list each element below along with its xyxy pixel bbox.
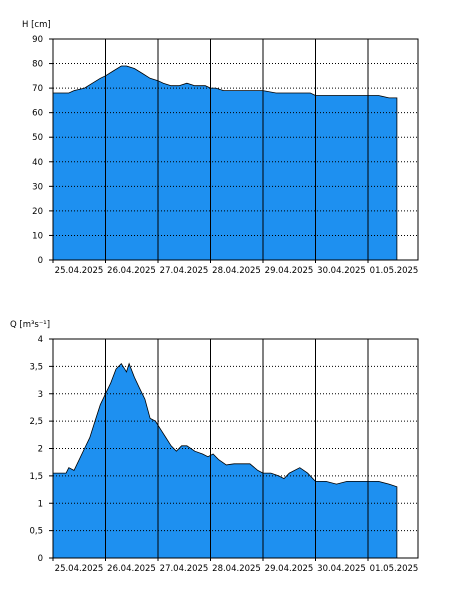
x-tick-label: 28.04.2025: [212, 266, 261, 276]
y-tick-label: 20: [32, 207, 43, 217]
plot-frame: [52, 338, 419, 559]
series-area-1: [52, 362, 398, 559]
x-tick-label: 27.04.2025: [160, 564, 209, 574]
x-tick-label: 27.04.2025: [160, 266, 209, 276]
y-tick-label: 0,5: [29, 527, 43, 537]
chart-panel-1: H [cm] 0 10 20 30 40 50 60 70 80 90 25.04.2025 26.04…: [22, 20, 419, 276]
y-tick-label: 1: [38, 499, 43, 509]
y-axis-label: Q [m³s⁻¹]: [10, 320, 50, 330]
series-area-1: [52, 65, 398, 261]
y-tick-label: 3,5: [29, 362, 43, 372]
plot-frame: [52, 38, 419, 261]
y-tick-label: 2: [38, 445, 43, 455]
y-tick-label: 4: [38, 335, 43, 345]
x-tick-label: 29.04.2025: [265, 564, 314, 574]
x-tick-label: 30.04.2025: [317, 564, 366, 574]
y-tick-label: 40: [32, 158, 43, 168]
x-tick-label: 29.04.2025: [265, 266, 314, 276]
y-tick-label: 90: [32, 35, 43, 45]
y-tick-label: 0: [38, 554, 43, 564]
x-tick-label: 01.05.2025: [370, 266, 419, 276]
x-tick-label: 26.04.2025: [107, 564, 156, 574]
y-tick-label: 1,5: [29, 472, 43, 482]
y-tick-label: 3: [38, 390, 43, 400]
x-tick-label: 30.04.2025: [317, 266, 366, 276]
y-tick-label: 30: [32, 182, 43, 192]
y-tick-label: 80: [32, 60, 43, 70]
y-tick-label: 0: [38, 256, 43, 266]
x-tick-label: 25.04.2025: [55, 564, 104, 574]
y-axis-label: H [cm]: [22, 20, 51, 30]
x-tick-label: 26.04.2025: [107, 266, 156, 276]
x-tick-label: 25.04.2025: [55, 266, 104, 276]
y-tick-label: 70: [32, 84, 43, 94]
y-tick-label: 2,5: [29, 417, 43, 427]
y-tick-label: 50: [32, 133, 43, 143]
x-tick-label: 28.04.2025: [212, 564, 261, 574]
chart-panel-2: Q [m³s⁻¹] 0 0,5 1 1,5 2 2,5 3 3,5 4 25.04.2025 26.0…: [10, 320, 419, 574]
y-tick-label: 60: [32, 109, 43, 119]
y-tick-label: 10: [32, 231, 43, 241]
x-tick-label: 01.05.2025: [370, 564, 419, 574]
